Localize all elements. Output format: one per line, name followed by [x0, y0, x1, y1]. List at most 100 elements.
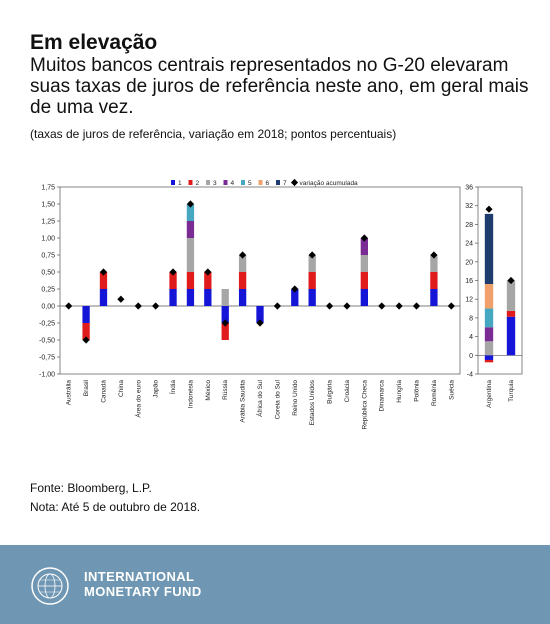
main-chart-category-label: Coreia do Sul [274, 379, 281, 419]
legend-label: 6 [266, 180, 270, 187]
main-chart-category-label: Hungria [396, 380, 403, 403]
main-chart-category-label: Polônia [414, 380, 421, 402]
main-chart-cumulative-marker [152, 302, 160, 310]
main-chart-cumulative-marker [204, 268, 212, 276]
main-chart-category-label: Japão [153, 380, 160, 398]
main-chart-cumulative-marker [273, 302, 281, 310]
main-chart-cumulative-marker [82, 336, 90, 344]
side-chart-ytick-label: 4 [469, 334, 473, 341]
main-chart-bar [291, 289, 299, 306]
main-chart-ytick-label: -0,25 [39, 321, 55, 328]
main-chart-cumulative-marker [412, 302, 421, 310]
main-chart-category-label: Suécia [448, 380, 455, 400]
legend-swatch [188, 180, 193, 185]
legend-label: 5 [248, 180, 252, 187]
side-chart-ytick-label: 16 [465, 278, 473, 285]
main-chart-category-label: Área do euro [133, 380, 142, 418]
legend-swatch [206, 180, 210, 185]
main-chart-category-label: Indonésia [187, 380, 194, 409]
side-chart-bar [506, 310, 516, 317]
footer-bar: INTERNATIONAL MONETARY FUND [0, 545, 550, 624]
main-chart-cumulative-marker [239, 251, 247, 259]
main-chart-cumulative-marker [447, 302, 455, 310]
main-chart-category-label: Estados Unidos [309, 379, 316, 425]
main-chart-cumulative-marker [291, 285, 299, 293]
side-chart-cumulative-marker [485, 205, 493, 213]
main-chart-cumulative-marker [65, 302, 73, 310]
chart-title: Em elevação [30, 31, 158, 54]
main-chart-cumulative-marker [99, 268, 108, 276]
main-chart-bar [360, 255, 368, 272]
chart-units: (taxas de juros de referência, variação … [30, 127, 397, 141]
main-chart-cumulative-marker [308, 251, 316, 259]
imf-seal-icon [31, 567, 69, 605]
main-chart-bar [238, 272, 247, 289]
side-chart-bar [484, 341, 494, 356]
main-chart-bar [430, 255, 438, 272]
main-chart-bar [221, 289, 229, 306]
main-chart-cumulative-marker [360, 234, 368, 242]
side-chart-ytick-label: 36 [465, 185, 473, 192]
main-chart-category-label: Índia [168, 380, 177, 394]
main-chart-category-label: Reino Unido [292, 380, 299, 416]
legend-swatch [276, 180, 280, 185]
main-chart-bar [82, 323, 90, 340]
side-chart-ytick-label: -4 [467, 372, 473, 379]
main-chart-category-label: África do Sul [255, 379, 264, 416]
main-chart-bar [186, 238, 195, 272]
main-chart-bar [186, 204, 195, 221]
main-chart-category-label: Canadá [100, 380, 107, 403]
side-chart-bar [484, 213, 494, 285]
main-chart-bar [308, 255, 316, 272]
main-chart-bar [186, 272, 195, 289]
main-chart-bar [186, 289, 195, 306]
main-chart-bar [99, 289, 108, 306]
main-chart-ytick-label: -0,75 [39, 355, 55, 362]
legend-label: 7 [283, 180, 287, 187]
side-chart-cumulative-marker [507, 276, 515, 285]
legend-swatch [258, 180, 263, 185]
main-chart-bar [186, 221, 195, 238]
main-chart-ytick-label: -1,00 [39, 372, 55, 379]
main-chart-bar [204, 272, 212, 289]
date-note: Nota: Até 5 de outubro de 2018. [30, 500, 201, 514]
side-chart-frame [477, 186, 523, 375]
main-chart-cumulative-marker [256, 319, 264, 327]
main-chart-bar [238, 255, 247, 272]
main-chart-ytick-label: 1,25 [41, 219, 55, 226]
side-chart-ytick-label: 24 [465, 241, 473, 248]
legend-label: 3 [213, 180, 217, 187]
chart-area: 1,75 1,50 1,25 1,00 0,75 0,50 0,25 0,00 -0,25 -0,… [39, 178, 523, 430]
main-chart-bar [238, 289, 247, 306]
side-chart-category-label: Turquia [508, 380, 515, 402]
main-chart-bar [99, 272, 108, 289]
side-chart-ytick-label: 12 [465, 297, 473, 304]
main-chart-cumulative-marker [134, 302, 142, 310]
side-chart-ytick-label: 8 [469, 315, 473, 322]
main-chart-category-label: Arábia Saudita [240, 380, 247, 423]
main-chart-cumulative-marker [169, 268, 177, 276]
imf-name-line1: INTERNATIONAL [84, 569, 195, 584]
side-chart-bar [506, 280, 516, 311]
legend-cumulative-label: variação acumulada [300, 180, 359, 187]
side-chart-bar [484, 327, 494, 342]
legend-label: 4 [231, 180, 235, 187]
main-chart-bar [360, 289, 368, 306]
main-chart-cumulative-marker [430, 251, 438, 259]
main-chart-bar [256, 306, 264, 323]
main-chart-category-label: Croácia [344, 380, 351, 403]
side-chart-category-label: Argentina [486, 380, 493, 408]
side-chart-bar [484, 355, 494, 360]
main-chart-cumulative-marker [378, 302, 386, 310]
main-chart-frame [59, 186, 461, 375]
main-chart-category-label: Rússia [222, 380, 229, 400]
main-chart-bar [430, 289, 438, 306]
main-chart-cumulative-marker [343, 302, 351, 310]
legend-swatch [171, 180, 175, 185]
main-chart-cumulative-marker [186, 200, 195, 208]
main-chart-bar [169, 272, 177, 289]
main-chart-ytick-label: 0,25 [41, 287, 55, 294]
legend-cumulative-marker [290, 178, 299, 187]
main-chart-ytick-label: 0,50 [41, 270, 55, 277]
main-chart-ytick-label: -0,50 [39, 338, 55, 345]
